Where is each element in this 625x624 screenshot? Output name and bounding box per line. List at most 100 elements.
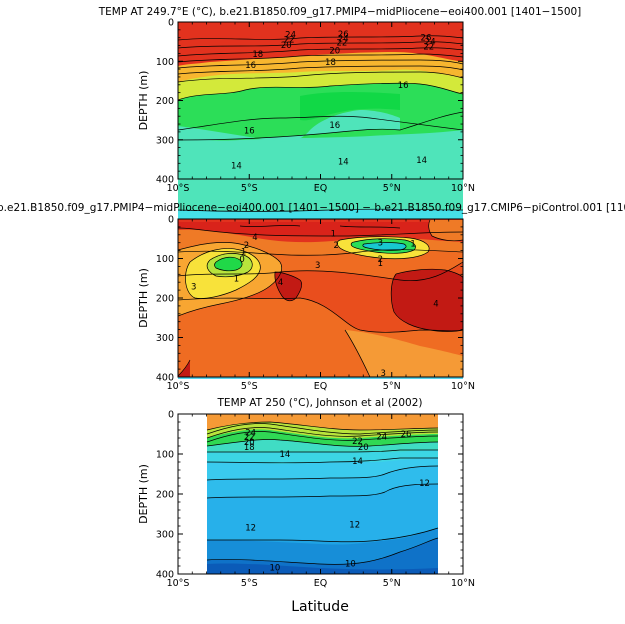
panel-3-contour-fill bbox=[207, 414, 438, 574]
contour-label: 16 bbox=[329, 121, 340, 131]
contour-label: 24 bbox=[245, 428, 256, 438]
contour-label: 3 bbox=[315, 261, 320, 271]
y-tick-label: 400 bbox=[156, 373, 174, 384]
panel-3-axes: 10°S 5°S EQ 5°N 10°N 0 100 200 300 400 DEPTH (m) bbox=[137, 410, 475, 590]
contour-label: 26 bbox=[338, 30, 349, 40]
y-tick-label: 100 bbox=[156, 254, 174, 265]
x-tick-label: 5°S bbox=[241, 183, 258, 194]
contour-label: 2 bbox=[333, 241, 338, 251]
contour-label: 14 bbox=[352, 457, 363, 467]
x-tick-label: 5°N bbox=[383, 183, 401, 194]
contour-label: 18 bbox=[244, 443, 255, 453]
y-tick-label: 400 bbox=[156, 570, 174, 581]
contour-label: 2 bbox=[378, 255, 383, 265]
contour-label: 2 bbox=[244, 241, 249, 251]
y-tick-label: 0 bbox=[168, 410, 174, 421]
contour-label: 4 bbox=[433, 300, 438, 310]
y-tick-label: 100 bbox=[156, 57, 174, 68]
contour-label: 22 bbox=[244, 433, 255, 443]
contour-label: 26 bbox=[401, 430, 412, 440]
contour-label: 24 bbox=[338, 34, 349, 44]
x-tick-label: 5°S bbox=[241, 578, 258, 589]
contour-label: 10 bbox=[269, 564, 280, 574]
panel-1-title: TEMP AT 249.7°E (°C), b.e21.B1850.f09_g1… bbox=[98, 6, 582, 18]
x-tick-label: 10°N bbox=[451, 578, 475, 589]
panel-3-contour-lines bbox=[206, 421, 439, 565]
contour-label: 22 bbox=[284, 36, 295, 46]
y-tick-label: 300 bbox=[156, 135, 174, 146]
x-axis-label: Latitude bbox=[291, 599, 349, 615]
panel-2: b.e21.B1850.f09_g17.PMIP4−midPliocene−eo… bbox=[0, 202, 625, 377]
contour-label: 3 bbox=[191, 283, 196, 293]
contour-label: 16 bbox=[398, 81, 409, 91]
contour-label: 18 bbox=[325, 58, 336, 68]
x-tick-label: 10°N bbox=[451, 381, 475, 392]
panel-2-contour-lines bbox=[178, 219, 463, 377]
y-tick-label: 300 bbox=[156, 333, 174, 344]
x-tick-label: EQ bbox=[314, 578, 327, 589]
contour-label: 12 bbox=[419, 479, 430, 489]
panel-3-title: TEMP AT 250 (°C), Johnson et al (2002) bbox=[217, 397, 423, 409]
contour-label: 26 bbox=[421, 34, 432, 44]
contour-label: 14 bbox=[416, 156, 427, 166]
contour-label: 20 bbox=[281, 41, 292, 51]
contour-label: 22 bbox=[423, 42, 434, 52]
contour-label: 0 bbox=[239, 255, 244, 265]
contour-label: 24 bbox=[425, 38, 436, 48]
contour-label: 14 bbox=[279, 450, 290, 460]
panel-1-axes: 10°S 5°S EQ 5°N 10°N 0 100 200 300 400 DEPTH (m) bbox=[137, 18, 475, 195]
x-tick-label: 10°S bbox=[167, 381, 190, 392]
contour-label: 10 bbox=[345, 560, 356, 570]
contour-label: 1 bbox=[241, 247, 246, 257]
x-tick-label: 5°S bbox=[241, 381, 258, 392]
contour-label: 20 bbox=[329, 46, 340, 56]
x-tick-label: EQ bbox=[314, 381, 327, 392]
y-tick-label: 200 bbox=[156, 294, 174, 305]
contour-label: 14 bbox=[338, 157, 349, 167]
y-axis-label: DEPTH (m) bbox=[137, 71, 150, 131]
contour-label: 4 bbox=[252, 233, 257, 243]
contour-label: 14 bbox=[231, 162, 242, 172]
contour-label: 24 bbox=[376, 432, 387, 442]
contour-label: 22 bbox=[352, 437, 363, 447]
contour-label: 1 bbox=[331, 230, 336, 240]
contour-label: 3 bbox=[380, 369, 385, 379]
panel-2-contour-fill bbox=[178, 219, 463, 377]
contour-label: 24 bbox=[285, 31, 296, 41]
x-tick-label: 10°S bbox=[167, 183, 190, 194]
contour-label: 1 bbox=[410, 239, 415, 249]
contour-label: 20 bbox=[244, 438, 255, 448]
x-tick-label: 10°N bbox=[451, 183, 475, 194]
y-tick-label: 0 bbox=[168, 215, 174, 226]
contour-label: 16 bbox=[244, 126, 255, 136]
y-tick-label: 200 bbox=[156, 96, 174, 107]
contour-label: 20 bbox=[358, 443, 369, 453]
panel-2-axes: 10°S 5°S EQ 5°N 10°N 0 100 200 300 400 DEPTH (m) bbox=[137, 215, 475, 393]
y-tick-label: 400 bbox=[156, 175, 174, 186]
x-tick-label: 5°N bbox=[383, 381, 401, 392]
contour-label: 1 bbox=[234, 274, 239, 284]
y-tick-label: 100 bbox=[156, 450, 174, 461]
contour-label: 12 bbox=[245, 524, 256, 534]
contour-label: 3 bbox=[378, 239, 383, 249]
y-axis-label: DEPTH (m) bbox=[137, 268, 150, 328]
y-tick-label: 300 bbox=[156, 530, 174, 541]
contour-label: 18 bbox=[252, 50, 263, 60]
contour-label: 16 bbox=[245, 61, 256, 71]
panel-3: TEMP AT 250 (°C), Johnson et al (2002) bbox=[206, 397, 439, 574]
x-tick-label: EQ bbox=[314, 183, 327, 194]
x-tick-label: 10°S bbox=[167, 578, 190, 589]
panel-2-title: b.e21.B1850.f09_g17.PMIP4−midPliocene−eo… bbox=[0, 202, 625, 214]
contour-label: 1 bbox=[378, 259, 383, 269]
contour-label: 12 bbox=[349, 520, 360, 530]
contour-label: 22 bbox=[336, 38, 347, 48]
y-axis-label: DEPTH (m) bbox=[137, 464, 150, 524]
x-tick-label: 5°N bbox=[383, 578, 401, 589]
y-tick-label: 200 bbox=[156, 490, 174, 501]
y-tick-label: 0 bbox=[168, 18, 174, 29]
contour-label: 4 bbox=[278, 278, 283, 288]
